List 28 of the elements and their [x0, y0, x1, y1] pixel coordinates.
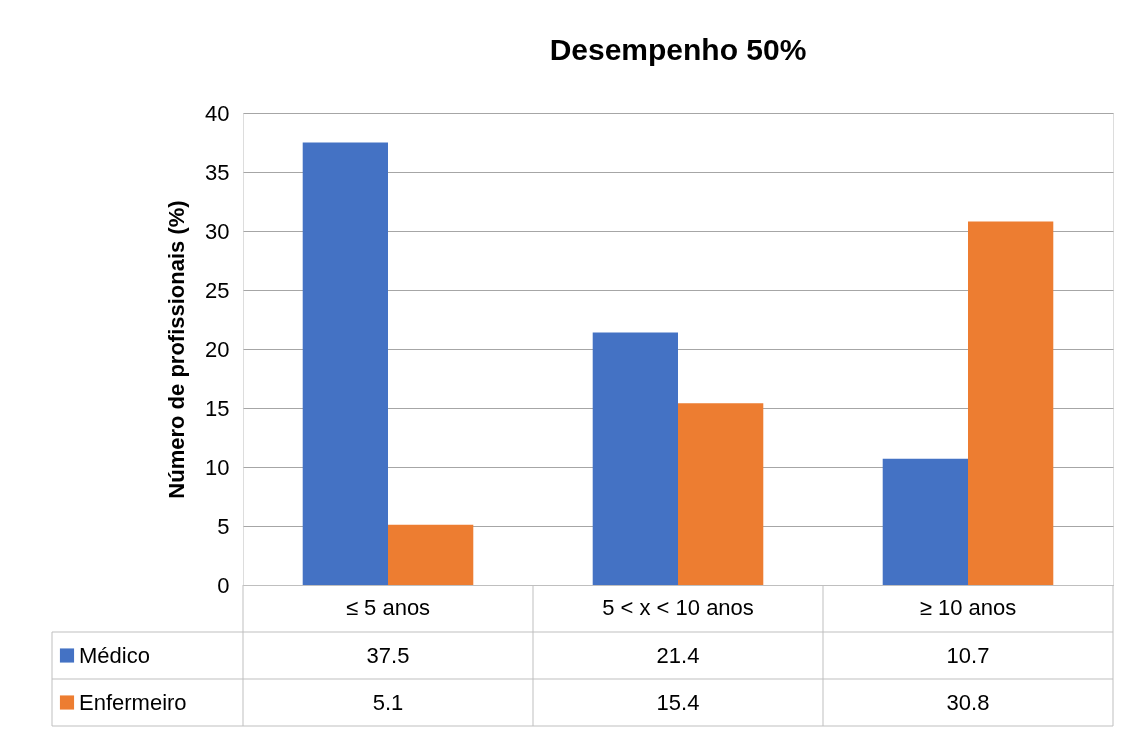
y-tick-label: 30 — [205, 218, 230, 244]
bar — [388, 524, 474, 585]
bar — [882, 458, 968, 585]
y-tick-label: 25 — [205, 277, 230, 303]
data-label: 21.4 — [656, 642, 700, 668]
legend-label: Enfermeiro — [79, 689, 187, 715]
y-tick-label: 20 — [205, 336, 230, 362]
data-label: 15.4 — [656, 689, 700, 715]
legend-label: Médico — [79, 642, 150, 668]
y-tick-label: 40 — [205, 100, 230, 126]
data-label: 5.1 — [372, 689, 404, 715]
data-label: 30.8 — [946, 689, 990, 715]
y-tick-label: 15 — [205, 395, 230, 421]
data-label: 10.7 — [946, 642, 990, 668]
data-label: 37.5 — [366, 642, 410, 668]
x-tick-label: ≥ 10 anos — [919, 594, 1017, 620]
bar — [968, 221, 1054, 585]
x-tick-label: ≤ 5 anos — [345, 594, 431, 620]
y-tick-label: 0 — [217, 572, 230, 598]
y-tick-label: 10 — [205, 454, 230, 480]
y-tick-label: 5 — [217, 513, 230, 539]
chart-title: Desempenho 50% — [549, 33, 807, 66]
x-tick-label: 5 < x < 10 anos — [602, 594, 754, 620]
bar — [592, 332, 678, 585]
y-tick-label: 35 — [205, 159, 230, 185]
y-axis-title: Número de profissionais (%) — [164, 200, 190, 499]
bar — [678, 403, 764, 585]
bar — [302, 142, 388, 585]
